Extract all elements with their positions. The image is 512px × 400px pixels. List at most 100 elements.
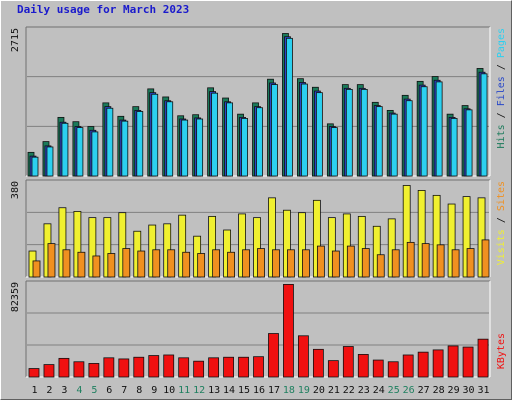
bar-pages — [61, 122, 69, 177]
day-label: 5 — [91, 385, 97, 396]
day-label: 27 — [418, 385, 430, 396]
bar-visits — [118, 212, 127, 278]
bar-sites — [331, 250, 340, 278]
bar-sites — [122, 248, 131, 278]
bar-sites — [451, 249, 460, 278]
bar-pages — [375, 106, 383, 177]
day-label: 10 — [163, 385, 175, 396]
bar-pages — [271, 84, 278, 177]
day-label: 31 — [477, 385, 489, 396]
bar-kbytes — [163, 354, 175, 378]
bar-visits — [327, 217, 336, 278]
bar-pages — [405, 100, 413, 177]
bar-kbytes — [253, 356, 264, 378]
bar-visits — [208, 215, 217, 278]
axis-max-visits: 380 — [10, 181, 21, 199]
bar-kbytes — [432, 349, 444, 378]
legend-kbytes: KBytes — [496, 333, 507, 369]
bar-sites — [167, 249, 176, 278]
bar-visits — [477, 197, 486, 278]
bar-sites — [197, 253, 206, 278]
bar-sites — [47, 243, 56, 278]
bar-sites — [391, 249, 400, 278]
legend-hits-files-pages: Hits / Files / Pages — [496, 28, 507, 148]
day-label: 2 — [46, 385, 52, 396]
day-label: 14 — [223, 385, 235, 396]
bar-visits — [178, 214, 187, 278]
day-label: 30 — [463, 385, 475, 396]
day-label: 18 — [283, 385, 295, 396]
bar-visits — [372, 225, 381, 278]
bar-kbytes — [312, 348, 324, 378]
bar-sites — [182, 251, 191, 278]
legend-pages: Pages — [496, 28, 507, 58]
bar-visits — [103, 217, 112, 278]
bar-visits — [387, 218, 396, 278]
bar-sites — [152, 249, 161, 278]
bar-sites — [77, 251, 86, 278]
day-label: 8 — [136, 385, 142, 396]
bar-kbytes — [193, 360, 205, 378]
bar-kbytes — [342, 346, 354, 378]
bar-pages — [166, 101, 174, 177]
bar-kbytes — [268, 333, 279, 378]
bar-sites — [406, 241, 415, 278]
bar-kbytes — [133, 356, 145, 378]
bar-visits — [283, 209, 291, 278]
bar-pages — [315, 92, 323, 177]
bar-sites — [436, 244, 445, 278]
bar-visits — [253, 217, 261, 278]
bar-sites — [92, 255, 101, 278]
bar-pages — [91, 131, 99, 177]
bar-pages — [435, 81, 443, 177]
bar-visits — [357, 215, 366, 278]
legend-hits: Hits — [496, 124, 507, 148]
bar-pages — [46, 146, 54, 177]
day-label: 15 — [238, 385, 250, 396]
bar-pages — [241, 118, 248, 177]
day-label: 29 — [448, 385, 460, 396]
bar-kbytes — [43, 364, 55, 378]
bar-kbytes — [283, 284, 294, 378]
bar-visits — [402, 185, 411, 278]
day-label: 21 — [328, 385, 340, 396]
bar-pages — [181, 119, 189, 177]
bar-pages — [196, 118, 204, 177]
day-label: 25 — [388, 385, 400, 396]
bar-sites — [481, 239, 490, 278]
bar-pages — [345, 89, 353, 177]
bar-pages — [121, 120, 129, 177]
bar-kbytes — [477, 338, 489, 378]
bar-visits — [268, 197, 276, 278]
bar-pages — [465, 109, 473, 177]
day-label: 11 — [178, 385, 190, 396]
day-label: 7 — [121, 385, 127, 396]
bar-kbytes — [73, 361, 85, 378]
day-label: 19 — [298, 385, 310, 396]
legend-separator: / — [496, 58, 507, 76]
day-label: 6 — [106, 385, 112, 396]
bar-pages — [151, 93, 159, 177]
day-label: 1 — [31, 385, 37, 396]
bar-visits — [73, 211, 82, 278]
bar-pages — [226, 102, 233, 177]
bar-visits — [298, 212, 306, 278]
day-label: 26 — [403, 385, 415, 396]
bar-sites — [287, 249, 295, 278]
bar-kbytes — [28, 368, 40, 378]
bar-sites — [227, 251, 235, 278]
day-label: 3 — [61, 385, 67, 396]
bar-visits — [88, 217, 97, 278]
bar-sites — [361, 248, 370, 278]
day-label: 13 — [208, 385, 220, 396]
bar-visits — [462, 196, 471, 278]
bar-kbytes — [298, 335, 309, 378]
bar-kbytes — [103, 357, 115, 378]
bar-sites — [316, 245, 325, 278]
bar-pages — [390, 113, 398, 177]
bar-kbytes — [387, 361, 399, 378]
day-label: 23 — [358, 385, 370, 396]
bar-pages — [256, 107, 263, 177]
bar-visits — [58, 207, 67, 278]
